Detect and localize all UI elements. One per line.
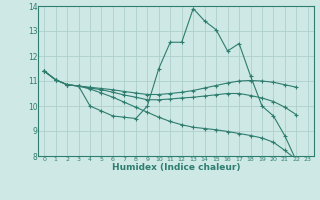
X-axis label: Humidex (Indice chaleur): Humidex (Indice chaleur): [112, 163, 240, 172]
